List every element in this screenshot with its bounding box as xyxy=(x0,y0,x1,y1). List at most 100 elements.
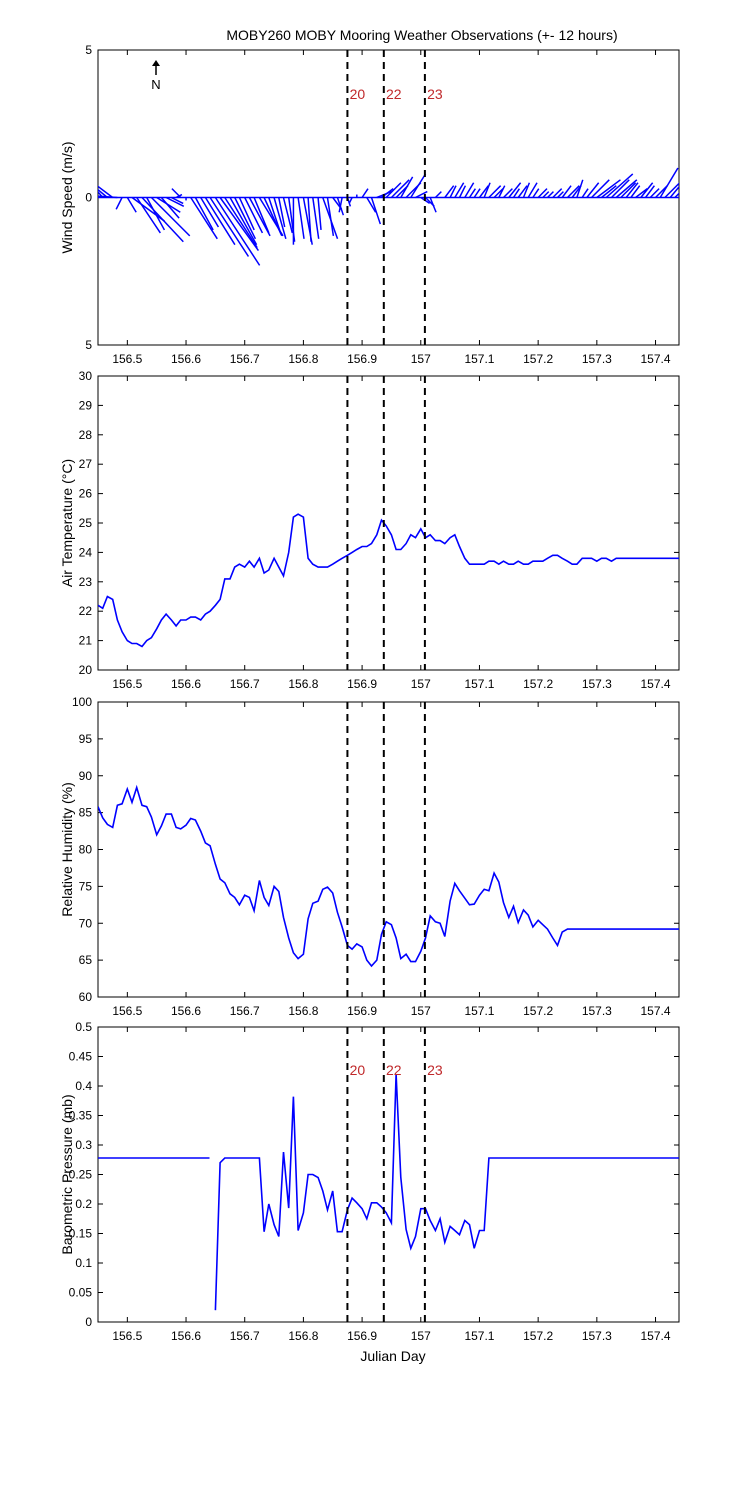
chart-panel-2: 156.5 156.6 156.7 156.8 156.9 157 157.1 157.2 15… xyxy=(59,369,680,691)
y-tick-label: 29 xyxy=(79,398,93,412)
y-tick-label: 0.05 xyxy=(69,1286,93,1300)
wind-vector xyxy=(126,197,137,213)
x-tick-label: 156.8 xyxy=(288,1329,318,1343)
x-tick-label: 156.5 xyxy=(112,352,142,366)
wind-vector xyxy=(238,197,255,231)
wind-vector xyxy=(640,182,654,198)
x-tick-label: 156.9 xyxy=(347,352,377,366)
wind-vector xyxy=(649,188,660,199)
wind-vector xyxy=(98,185,114,199)
plot-area xyxy=(98,167,679,266)
x-tick-label: 156.9 xyxy=(347,677,377,691)
y-axis-label: Barometric Pressure (mb) xyxy=(59,1094,75,1254)
wind-vector xyxy=(610,179,630,199)
plot-area xyxy=(98,784,679,968)
wind-vector xyxy=(338,197,343,213)
x-tick-label: 156.9 xyxy=(347,1004,377,1018)
wind-vector xyxy=(400,176,414,198)
wind-vector xyxy=(200,197,220,228)
x-tick-label: 157.4 xyxy=(641,1004,671,1018)
chart-panel-3: 156.5 156.6 156.7 156.8 156.9 157 157.1 157.2 15… xyxy=(59,695,680,1018)
y-tick-label: 85 xyxy=(79,806,93,820)
x-tick-label: 157.3 xyxy=(582,677,612,691)
wind-vector xyxy=(669,185,679,198)
x-tick-label: 157 xyxy=(411,1004,431,1018)
y-axis-label: Wind Speed (m/s) xyxy=(59,141,75,253)
y-tick-label: 60 xyxy=(79,990,93,1004)
wind-vector xyxy=(370,197,382,225)
wind-vector xyxy=(146,197,166,231)
wind-vector xyxy=(390,179,410,199)
wind-vector xyxy=(502,188,513,199)
y-tick-label: 21 xyxy=(79,634,93,648)
wind-vector xyxy=(664,182,679,199)
wind-vector xyxy=(556,191,564,199)
wind-vector xyxy=(483,182,491,198)
y-tick-label: 0.2 xyxy=(75,1197,92,1211)
y-tick-label: 0.4 xyxy=(75,1079,92,1093)
wind-vector xyxy=(605,173,634,199)
x-tick-label: 156.8 xyxy=(288,677,318,691)
chart-panel-4: 156.5 156.6 156.7 156.8 156.9 157 157.1 157.2 15… xyxy=(59,1020,680,1343)
wind-vector xyxy=(635,188,648,199)
wind-vector xyxy=(473,188,481,198)
x-tick-label: 156.7 xyxy=(230,352,260,366)
wind-vector xyxy=(522,182,531,198)
y-axis-label: Relative Humidity (%) xyxy=(59,782,75,917)
y-tick-label: 0 xyxy=(85,191,92,205)
wind-vector xyxy=(165,196,185,208)
x-tick-label: 156.6 xyxy=(171,1004,201,1018)
wind-vector xyxy=(307,197,312,242)
y-tick-label: 0.45 xyxy=(69,1050,93,1064)
wind-vector xyxy=(464,182,475,198)
y-tick-label: 70 xyxy=(79,916,93,930)
wind-vector xyxy=(601,185,617,199)
event-line-label: 20 xyxy=(350,86,366,102)
y-tick-label: 25 xyxy=(79,516,93,530)
wind-vector xyxy=(366,197,377,213)
wind-vector xyxy=(348,197,353,204)
wind-vector xyxy=(229,197,258,246)
wind-vector xyxy=(326,197,335,236)
y-tick-label: 0.35 xyxy=(69,1109,93,1123)
x-tick-label: 157.3 xyxy=(582,352,612,366)
wind-vector xyxy=(171,196,184,205)
y-tick-label: 0 xyxy=(85,1315,92,1329)
wind-vector xyxy=(150,196,191,237)
wind-vector xyxy=(478,185,489,198)
wind-vector xyxy=(282,197,294,234)
chart-panel-1: 156.5 156.6 156.7 156.8 156.9 157 157.1 157.2 15… xyxy=(59,43,680,366)
wind-vector xyxy=(620,182,637,199)
wind-vector xyxy=(312,197,320,239)
x-axis-label: Julian Day xyxy=(360,1348,425,1364)
x-tick-label: 156.8 xyxy=(288,352,318,366)
y-tick-label: 26 xyxy=(79,487,93,501)
wind-vector xyxy=(131,196,165,222)
wind-vector xyxy=(498,185,506,198)
wind-vector xyxy=(630,185,641,198)
y-tick-label: 80 xyxy=(79,843,93,857)
y-tick-label: 0.3 xyxy=(75,1138,92,1152)
x-tick-label: 157 xyxy=(411,1329,431,1343)
x-tick-label: 157.2 xyxy=(523,1004,553,1018)
wind-vector xyxy=(209,197,250,257)
north-arrow-icon xyxy=(152,60,160,75)
wind-vector xyxy=(659,167,679,198)
wind-vector xyxy=(190,197,218,240)
x-tick-label: 157.1 xyxy=(464,1004,494,1018)
y-tick-label: 100 xyxy=(72,695,92,709)
x-tick-label: 156.5 xyxy=(112,677,142,691)
y-tick-label: 20 xyxy=(79,663,93,677)
wind-vector xyxy=(204,197,236,246)
wind-vector xyxy=(219,197,260,252)
x-tick-label: 157.4 xyxy=(641,1329,671,1343)
y-tick-label: 5 xyxy=(85,338,92,352)
north-arrow-head xyxy=(152,60,160,66)
y-tick-label: 90 xyxy=(79,769,93,783)
wind-vector xyxy=(429,197,437,213)
wind-vector xyxy=(171,188,182,199)
wind-vector xyxy=(517,185,528,198)
event-line-label: 22 xyxy=(386,86,402,102)
x-tick-label: 157.1 xyxy=(464,677,494,691)
